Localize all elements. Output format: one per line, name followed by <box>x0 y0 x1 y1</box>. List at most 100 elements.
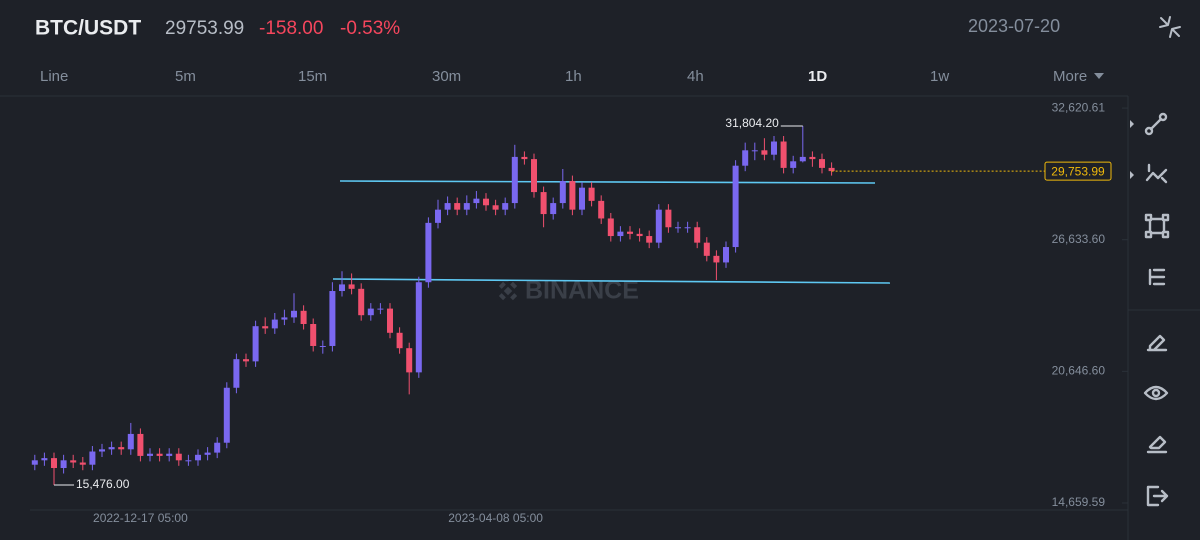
watermark-logo <box>498 281 518 301</box>
candle-body <box>70 460 77 463</box>
candle-body <box>31 460 38 465</box>
candle-body <box>348 284 355 289</box>
symbol: BTC/USDT <box>35 17 141 40</box>
interval-tab[interactable]: 5m <box>175 68 196 85</box>
candle-body <box>473 198 480 204</box>
candle-body <box>195 454 201 461</box>
interval-tab[interactable]: 30m <box>432 68 461 85</box>
candle-body <box>319 345 326 347</box>
candle-body <box>809 156 816 160</box>
candle-body <box>396 332 403 349</box>
plot: 14,659.59 20,646.60 26,633.60 32,620.61 2022… <box>31 100 1128 525</box>
candle-body <box>185 460 192 462</box>
position-tool[interactable] <box>1148 268 1166 286</box>
fib-tool[interactable] <box>1145 163 1168 184</box>
candle-body <box>262 326 269 329</box>
candle-body <box>646 236 653 243</box>
candle-body <box>703 242 710 256</box>
candle-body <box>41 458 48 461</box>
candle-body <box>79 462 86 465</box>
interval-tab[interactable]: 15m <box>298 68 327 85</box>
x-tick-label: 2022-12-17 05:00 <box>93 511 188 525</box>
candle-body <box>723 247 729 263</box>
candle-body <box>617 231 624 237</box>
change-pct: -0.53% <box>340 18 400 39</box>
expand-arrow[interactable] <box>1130 120 1134 179</box>
candle-body <box>483 198 489 206</box>
y-tick-label: 32,620.61 <box>1052 100 1106 114</box>
candle-body <box>233 359 240 388</box>
trendline-tool[interactable] <box>1144 112 1168 136</box>
candle-body <box>598 200 605 219</box>
candle-body <box>732 165 739 248</box>
candle-body <box>780 141 787 168</box>
candle-body <box>579 187 585 210</box>
candle-body <box>137 433 144 456</box>
candle-body <box>550 203 557 215</box>
visibility-tool[interactable] <box>1143 385 1169 401</box>
candle-body <box>339 284 345 292</box>
candle-body <box>89 451 96 465</box>
candle-body <box>51 458 57 469</box>
candle-body <box>655 209 662 243</box>
candle-body <box>223 387 230 443</box>
candle-body <box>147 453 153 456</box>
trend-line[interactable] <box>339 180 876 184</box>
candle-body <box>166 453 173 456</box>
candle-body <box>387 308 393 333</box>
candle-body <box>175 453 182 461</box>
candle-body <box>406 348 413 373</box>
toolbar <box>1130 112 1170 507</box>
candle-body <box>415 282 422 373</box>
candle-body <box>819 159 825 168</box>
candle-body <box>329 291 336 346</box>
exit-tool[interactable] <box>1146 485 1169 507</box>
candle-body <box>204 452 211 455</box>
y-tick-label: 14,659.59 <box>1052 495 1106 509</box>
high-label: 31,804.20 <box>725 116 779 130</box>
candle-body <box>108 447 115 450</box>
collapse-button[interactable] <box>1159 16 1181 38</box>
candle-body <box>463 203 470 210</box>
eraser-tool[interactable] <box>1146 435 1168 454</box>
candle-body <box>799 156 806 162</box>
candle-body <box>828 167 835 172</box>
candle-body <box>761 150 768 155</box>
pencil-tool[interactable] <box>1146 334 1168 352</box>
candle-body <box>291 310 297 318</box>
price: 29753.99 <box>165 18 244 39</box>
interval-tab[interactable]: 1w <box>930 68 949 85</box>
candle-body <box>281 317 288 320</box>
candle-body <box>377 308 384 310</box>
candle-body <box>310 323 317 346</box>
change: -158.00 <box>259 18 323 39</box>
candle-body <box>118 447 125 450</box>
shape-tool[interactable] <box>1144 213 1170 239</box>
candle-body <box>502 203 509 210</box>
candle-body <box>636 233 643 237</box>
interval-tabs: Line 5m 15m 30m 1h 4h 1D 1w More <box>40 68 1087 85</box>
interval-tab[interactable]: More <box>1053 68 1087 85</box>
candle-body <box>60 460 67 469</box>
candle-body <box>300 310 307 324</box>
candle-body <box>214 442 221 453</box>
candle-body <box>435 209 441 223</box>
candle-body <box>367 308 374 316</box>
y-tick-label: 20,646.60 <box>1052 364 1106 378</box>
x-tick-label: 2023-04-08 05:00 <box>448 511 543 525</box>
interval-tab[interactable]: 1h <box>565 68 582 85</box>
candle-body <box>771 141 777 155</box>
interval-tab[interactable]: 4h <box>687 68 704 85</box>
interval-tab[interactable]: Line <box>40 68 68 85</box>
candle-body <box>454 203 461 210</box>
candle-body <box>665 209 672 228</box>
candle-body <box>127 433 134 450</box>
candle-body <box>252 326 259 362</box>
candle-body <box>99 449 105 452</box>
candle-body <box>607 218 614 237</box>
candle-body <box>492 205 499 210</box>
interval-tab[interactable]: 1D <box>808 68 827 85</box>
date: 2023-07-20 <box>968 16 1060 36</box>
